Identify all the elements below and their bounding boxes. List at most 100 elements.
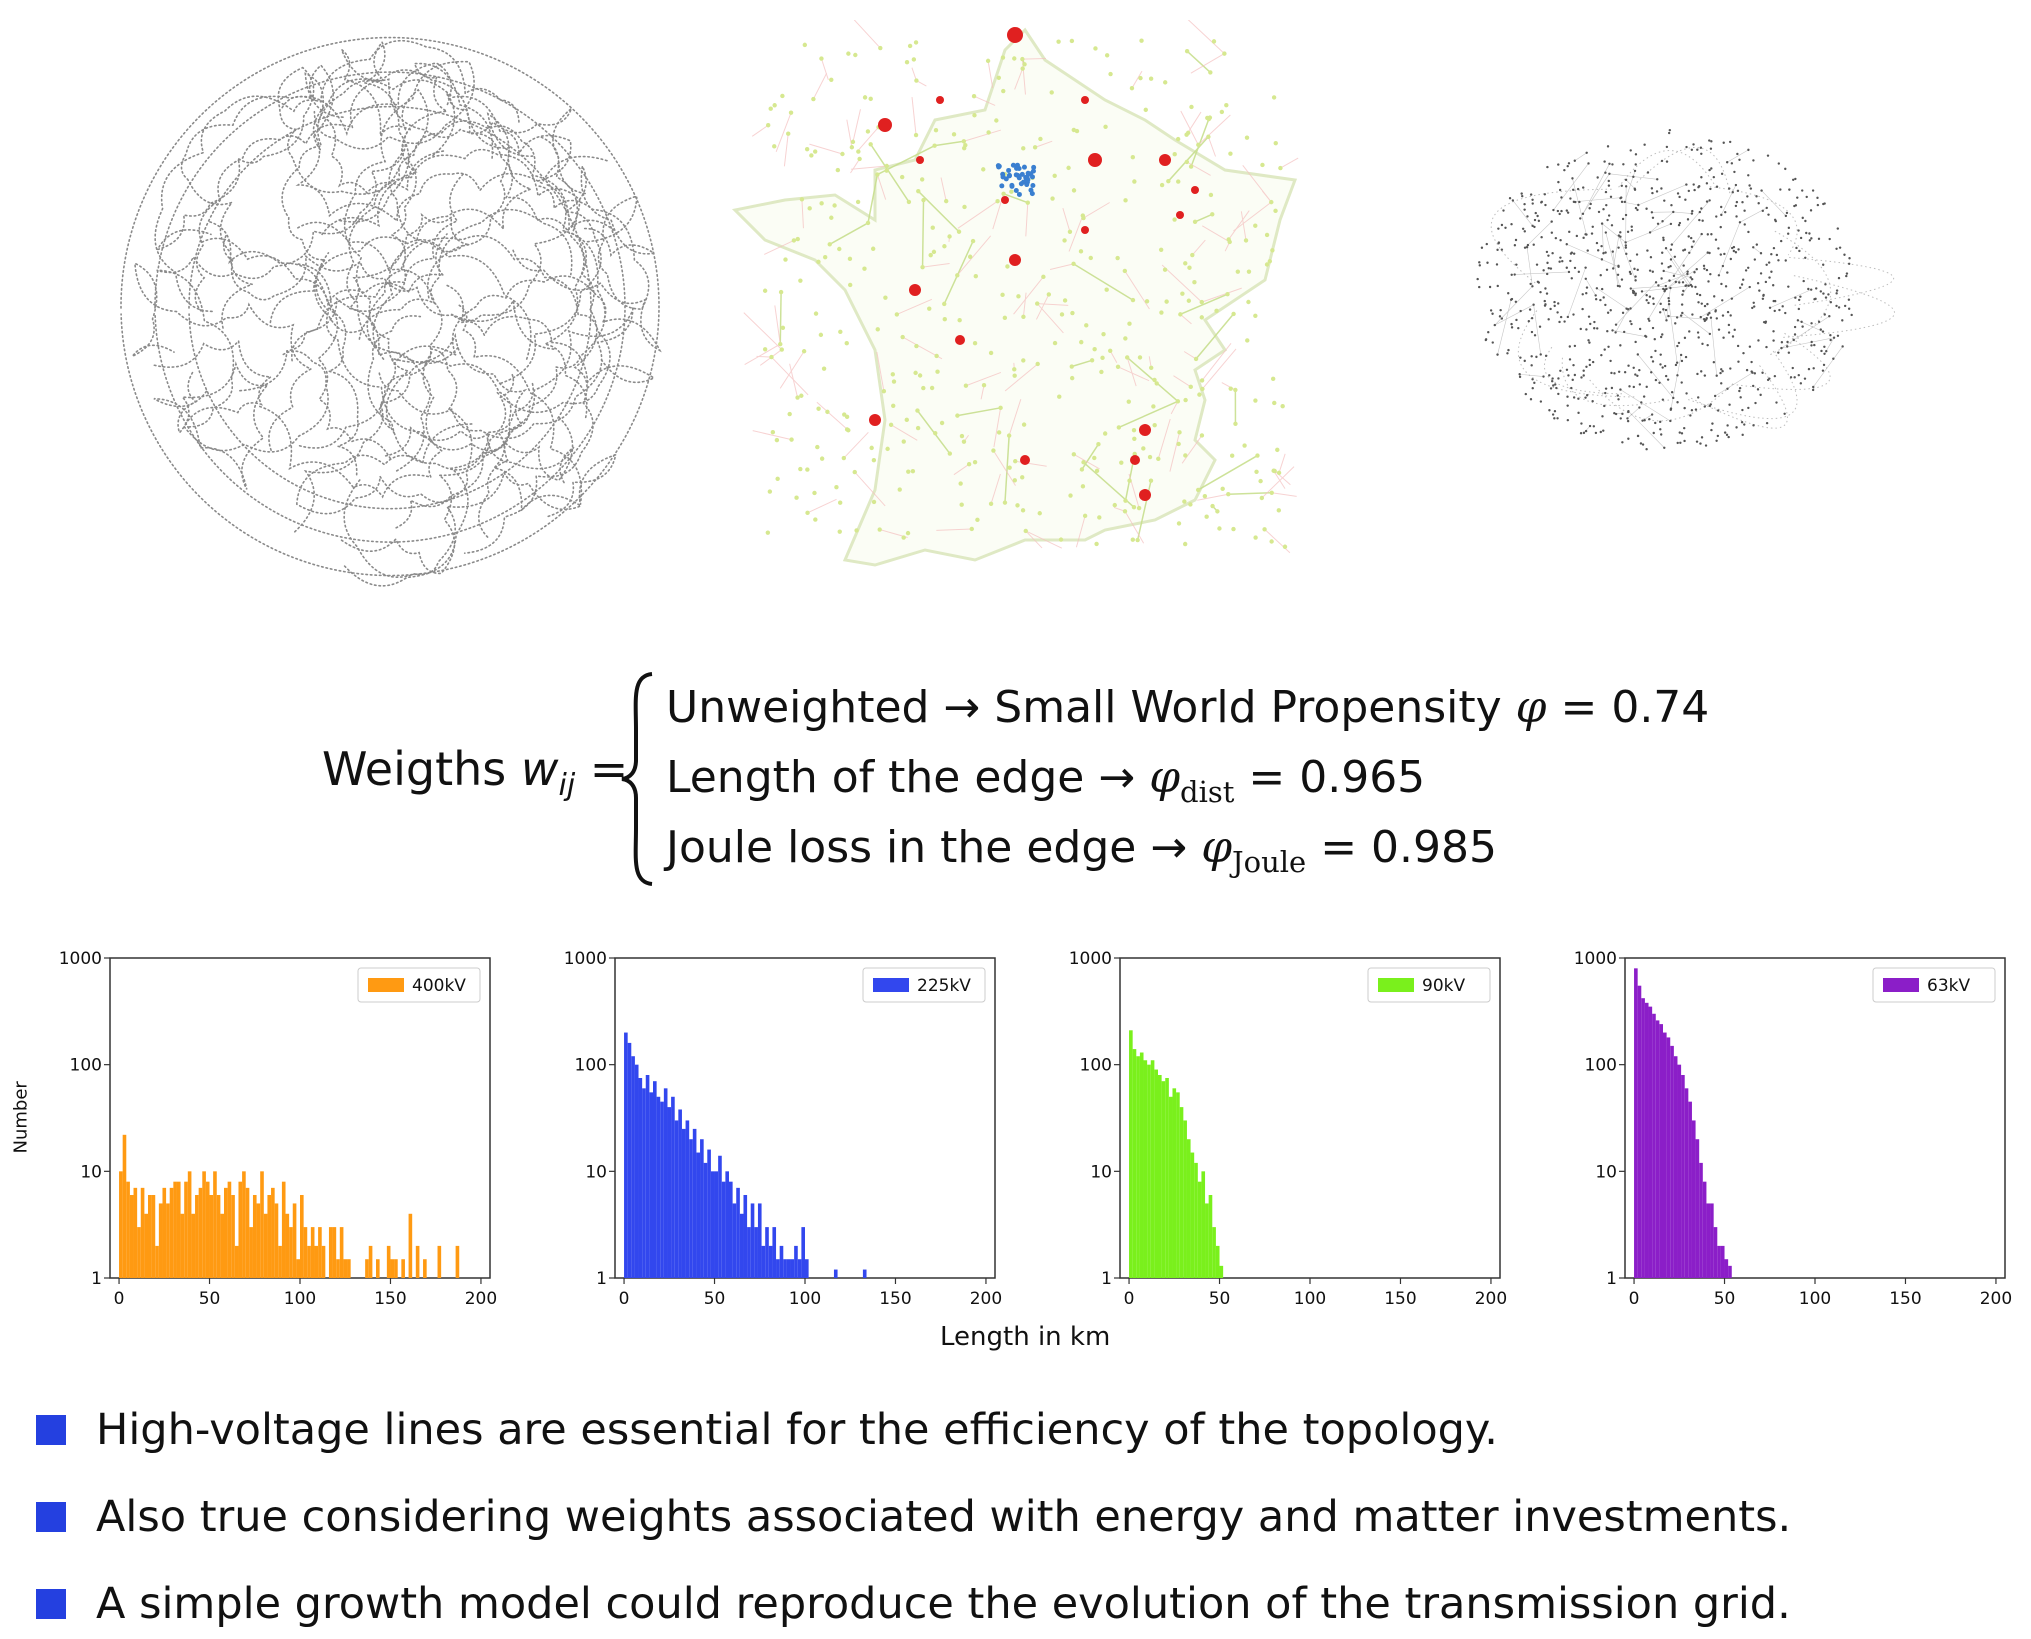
histogram-bar	[437, 1245, 442, 1278]
formula-case-joule: Joule loss in the edge → φJoule = 0.985	[666, 822, 1497, 879]
histogram-bar	[862, 1269, 867, 1278]
legend-swatch	[368, 978, 404, 992]
histogram-bar	[1720, 1245, 1725, 1278]
histogram-bar	[747, 1227, 751, 1278]
case-text: Unweighted → Small World Propensity	[666, 682, 1516, 733]
histogram-bar	[1688, 1101, 1692, 1278]
x-tick-label: 150	[1889, 1289, 1921, 1309]
histogram-bar	[1659, 1024, 1663, 1278]
formula-brace	[621, 672, 653, 886]
histogram-bar	[119, 1171, 123, 1278]
histogram-bar	[238, 1181, 243, 1278]
histogram-bar	[252, 1194, 257, 1278]
histogram-225kv: 0 50 100 150 200 1 10 100 1000 225kV	[535, 949, 1025, 1324]
histogram-bar	[1172, 1088, 1177, 1278]
histogram-bar	[151, 1194, 156, 1278]
x-tick-label: 200	[970, 1289, 1002, 1309]
histogram-bar	[786, 1259, 791, 1278]
case-subscript: dist	[1180, 774, 1235, 809]
histogram-bar	[1641, 998, 1645, 1278]
histogram-bar	[202, 1171, 206, 1278]
x-tick-label: 150	[1384, 1289, 1416, 1309]
histogram-bar	[1158, 1075, 1162, 1278]
histogram-bar	[634, 1064, 639, 1278]
legend-box	[357, 967, 481, 1003]
histogram-bar	[645, 1075, 650, 1278]
france-grid-map	[731, 20, 1299, 567]
x-tick-label: 150	[879, 1289, 911, 1309]
histogram-bar	[1684, 1088, 1689, 1278]
bullet-text: Also true considering weights associated…	[96, 1492, 1792, 1542]
histogram-bar	[365, 1259, 369, 1278]
case-value: = 0.985	[1306, 822, 1498, 873]
x-tick-label: 200	[1475, 1289, 1507, 1309]
histogram-bar	[198, 1187, 203, 1278]
histogram-bar	[707, 1149, 711, 1278]
y-tick-label: 100	[1585, 1056, 1617, 1076]
histogram-bar	[671, 1096, 675, 1278]
case-subscript: Joule	[1232, 844, 1307, 879]
histogram-bar	[1637, 985, 1642, 1278]
network-edges	[120, 36, 662, 587]
random-network-drawing	[1476, 128, 1895, 451]
histogram-bar	[234, 1245, 239, 1278]
histogram-bar	[129, 1194, 134, 1278]
histogram-bar	[667, 1107, 672, 1278]
histogram-bar	[289, 1227, 293, 1278]
power-plant-nodes	[869, 27, 1199, 501]
histogram-bar	[281, 1181, 286, 1278]
histogram-bar	[310, 1227, 315, 1278]
histogram-bar	[750, 1203, 755, 1278]
histogram-bar	[1208, 1194, 1213, 1278]
histogram-bar	[710, 1171, 715, 1278]
case-symbol: φ	[1201, 822, 1232, 873]
histogram-bar	[1132, 1049, 1137, 1278]
histogram-bar	[642, 1088, 646, 1278]
histogram-bar	[1644, 1002, 1649, 1278]
histogram-bar	[721, 1181, 726, 1278]
histogram-bar	[801, 1227, 805, 1278]
weights-formula: Weigths wij = Unweighted → Small World P…	[300, 670, 1709, 890]
histogram-bar	[696, 1152, 701, 1278]
legend-box	[1872, 967, 1996, 1003]
histogram-bar	[122, 1134, 127, 1278]
y-tick-label: 1000	[59, 949, 102, 969]
legend-label: 90kV	[1422, 976, 1465, 996]
circular-network-drawing	[120, 36, 662, 587]
histogram-bar	[1179, 1107, 1184, 1278]
histogram-bar	[415, 1245, 420, 1278]
histogram-bar	[303, 1227, 308, 1278]
y-tick-label: 10	[585, 1162, 607, 1182]
histogram-bar	[162, 1187, 167, 1278]
histogram-bar	[332, 1227, 337, 1278]
histogram-bar	[173, 1181, 177, 1278]
y-tick-label: 1000	[1069, 949, 1112, 969]
histogram-bar	[1190, 1152, 1195, 1278]
histogram-bar	[678, 1109, 682, 1278]
histogram-bar	[394, 1259, 398, 1278]
y-tick-label: 10	[80, 1162, 102, 1182]
histogram-bar	[158, 1203, 163, 1278]
histogram-bar	[1691, 1120, 1696, 1278]
histogram-bar	[274, 1203, 279, 1278]
histogram-bar	[1717, 1245, 1721, 1278]
histogram-bar	[833, 1269, 838, 1278]
histogram-bar	[761, 1245, 766, 1278]
histogram-bar	[1699, 1162, 1703, 1278]
histogram-bar	[271, 1187, 275, 1278]
histogram-bar	[296, 1259, 300, 1278]
histogram-bar	[1655, 1020, 1660, 1278]
x-tick-label: 0	[1629, 1289, 1640, 1309]
histogram-bar	[347, 1259, 351, 1278]
histogram-bar	[805, 1259, 809, 1278]
histogram-bar	[220, 1213, 224, 1278]
histogram-bar	[1634, 968, 1638, 1278]
y-tick-label: 1	[1101, 1269, 1112, 1289]
network-edges	[1494, 149, 1843, 448]
histogram-bar	[155, 1245, 159, 1278]
histogram-bar	[401, 1259, 405, 1278]
histogram-bar	[797, 1259, 802, 1278]
histogram-bar	[1677, 1064, 1682, 1278]
histogram-bar	[1136, 1056, 1140, 1278]
histogram-bar	[776, 1259, 780, 1278]
